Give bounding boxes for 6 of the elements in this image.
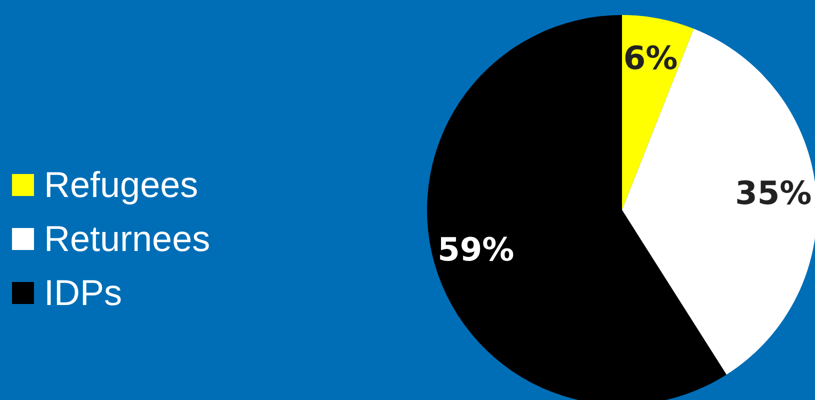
legend-label: Returnees	[44, 217, 210, 261]
legend-label: Refugees	[44, 163, 198, 207]
data-label: 59%	[438, 230, 514, 269]
data-label: 35%	[735, 174, 812, 212]
legend-label: IDPs	[44, 271, 122, 315]
data-label: 6%	[623, 38, 678, 77]
